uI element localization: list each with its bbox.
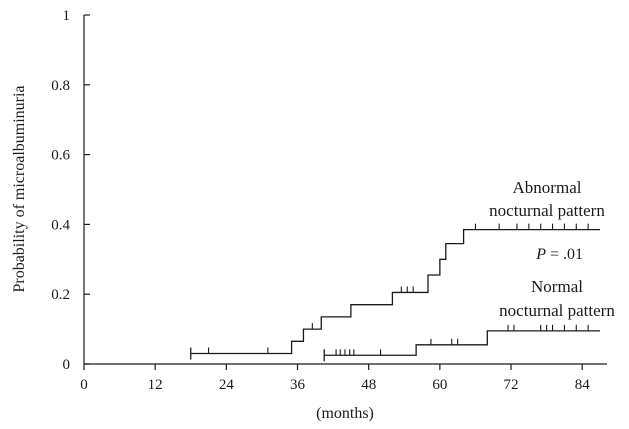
x-ticks: 0 12 24 36 48 60 72 84 (80, 364, 590, 393)
x-tick-label: 36 (290, 377, 306, 393)
step-line (324, 330, 600, 356)
y-axis-title: Probability of microalbuminuria (11, 85, 28, 292)
normal-label-line1: Normal (531, 277, 583, 296)
series-normal (323, 324, 600, 362)
series-layer (190, 223, 600, 362)
normal-label-line2: nocturnal pattern (499, 301, 615, 320)
y-tick-label: 0.6 (51, 148, 70, 164)
y-tick-label: 0 (63, 357, 71, 373)
p-value-text: = .01 (546, 246, 583, 263)
x-tick-label: 48 (361, 377, 376, 393)
abnormal-label-line1: Abnormal (513, 178, 582, 197)
series-abnormal (190, 223, 600, 360)
x-tick-label: 24 (219, 377, 235, 393)
y-tick-label: 0.2 (51, 287, 70, 303)
y-tick-label: 1 (63, 8, 71, 24)
x-axis-title: (months) (316, 405, 374, 422)
x-axis: 0 12 24 36 48 60 72 84 (80, 363, 607, 393)
y-ticks: 0 0.2 0.4 0.6 0.8 1 (51, 8, 90, 373)
x-tick-label: 84 (575, 377, 591, 393)
p-value-label: P = .01 (535, 246, 583, 263)
y-axis: 0 0.2 0.4 0.6 0.8 1 (51, 8, 90, 373)
x-tick-label: 12 (148, 377, 163, 393)
x-tick-label: 72 (504, 377, 519, 393)
p-value-symbol: P (535, 246, 546, 263)
y-tick-label: 0.4 (51, 217, 70, 233)
x-tick-label: 0 (80, 377, 88, 393)
y-tick-label: 0.8 (51, 78, 70, 94)
annotations: Abnormal nocturnal pattern P = .01 Norma… (489, 178, 615, 320)
x-tick-label: 60 (432, 377, 447, 393)
step-line (190, 228, 600, 355)
abnormal-label-line2: nocturnal pattern (489, 201, 605, 220)
